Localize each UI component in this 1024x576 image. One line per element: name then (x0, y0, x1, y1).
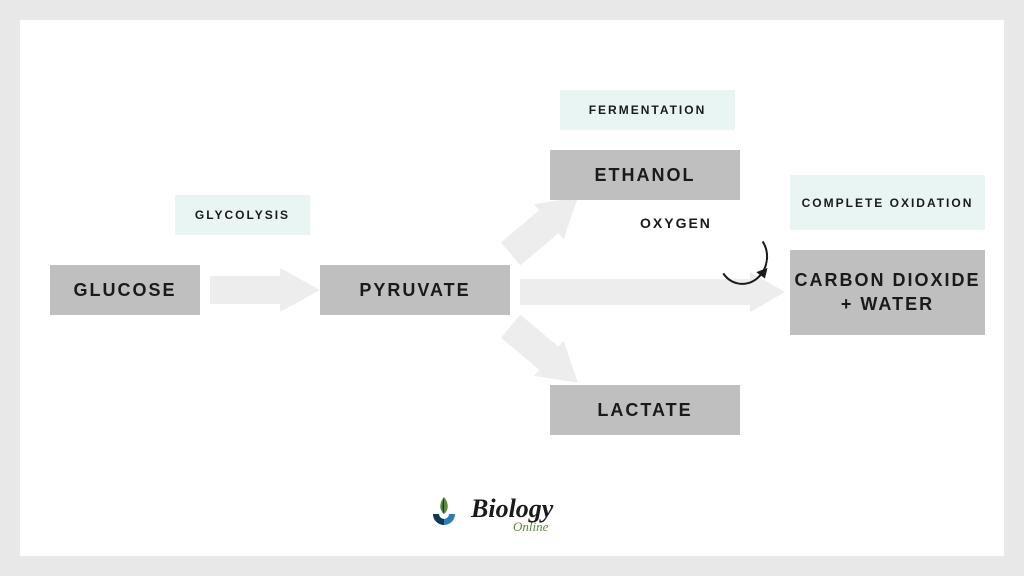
logo-text: Biology Online (471, 496, 553, 533)
logo-main-text: Biology (471, 496, 553, 522)
label-fermentation: FERMENTATION (560, 90, 735, 130)
node-ethanol-text: ETHANOL (595, 165, 696, 186)
label-fermentation-text: FERMENTATION (589, 103, 707, 117)
node-co2: CARBON DIOXIDE + WATER (790, 250, 985, 335)
label-oxygen-text: OXYGEN (640, 215, 712, 231)
label-oxidation: COMPLETE OXIDATION (790, 175, 985, 230)
node-lactate-text: LACTATE (597, 400, 692, 421)
label-glycolysis-text: GLYCOLYSIS (195, 208, 290, 222)
node-co2-text: CARBON DIOXIDE + WATER (790, 269, 985, 316)
logo: Biology Online (425, 495, 553, 533)
node-lactate: LACTATE (550, 385, 740, 435)
label-oxidation-text: COMPLETE OXIDATION (802, 194, 974, 212)
arrow-glucose-to-pyruvate (210, 268, 320, 312)
node-ethanol: ETHANOL (550, 150, 740, 200)
label-oxygen: OXYGEN (640, 215, 712, 231)
logo-sub-text: Online (513, 520, 553, 533)
node-glucose: GLUCOSE (50, 265, 200, 315)
node-pyruvate-text: PYRUVATE (359, 280, 470, 301)
label-glycolysis: GLYCOLYSIS (175, 195, 310, 235)
node-glucose-text: GLUCOSE (73, 280, 176, 301)
logo-icon (425, 495, 463, 533)
node-pyruvate: PYRUVATE (320, 265, 510, 315)
diagram-canvas: GLYCOLYSIS FERMENTATION COMPLETE OXIDATI… (20, 20, 1004, 556)
